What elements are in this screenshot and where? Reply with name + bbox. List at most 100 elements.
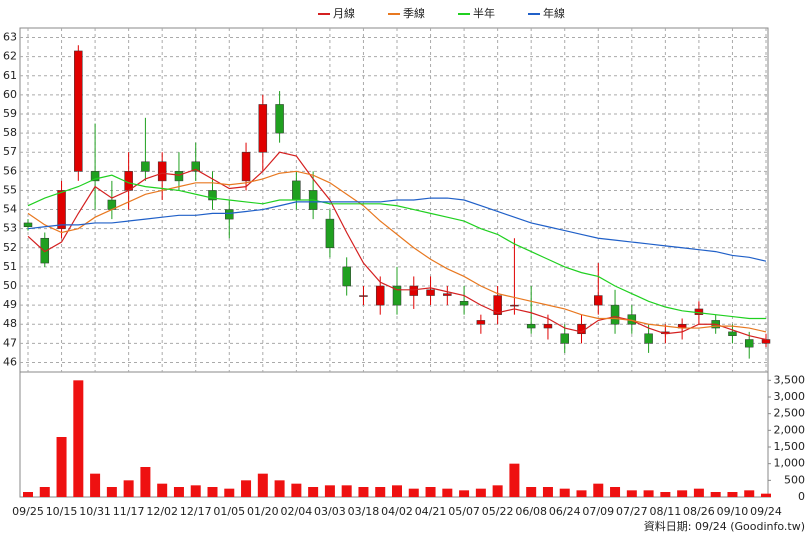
- x-tick-label: 12/17: [180, 505, 212, 518]
- y-tick-label: 57: [3, 145, 17, 158]
- source-note: 資料日期: 09/24 (Goodinfo.tw): [644, 519, 805, 533]
- x-tick-label: 01/05: [213, 505, 245, 518]
- candle-body: [40, 237, 50, 264]
- candle-body: [459, 301, 469, 306]
- candle-body: [594, 295, 603, 306]
- x-tick-label: 07/27: [616, 505, 648, 518]
- candle-body: [191, 161, 200, 172]
- candle-body: [74, 50, 83, 172]
- x-tick-label: 04/21: [415, 505, 447, 518]
- volume-bar: [677, 490, 688, 497]
- volume-bar: [660, 492, 671, 497]
- x-tick-label: 06/24: [549, 505, 581, 518]
- volume-bar: [492, 485, 503, 497]
- volume-bar: [241, 480, 252, 497]
- candle-body: [23, 222, 33, 228]
- candle-body: [258, 104, 268, 153]
- y-tick-label: 47: [3, 336, 17, 349]
- candle-body: [225, 209, 234, 220]
- volume-bar: [291, 483, 302, 497]
- x-tick-label: 01/20: [247, 505, 279, 518]
- volume-bar: [727, 492, 738, 497]
- candle-body: [728, 331, 737, 336]
- y2-tick-label: 2,000: [774, 423, 806, 436]
- candle-body: [560, 333, 569, 344]
- x-tick-label: 09/10: [717, 505, 749, 518]
- legend-label: 年線: [543, 6, 565, 20]
- volume-bar: [392, 485, 402, 497]
- volume-bar: [90, 473, 101, 497]
- volume-bar: [744, 490, 755, 497]
- volume-bar: [358, 487, 369, 497]
- volume-bar: [442, 488, 453, 497]
- x-tick-label: 07/09: [582, 505, 614, 518]
- candle-body: [443, 293, 452, 296]
- y2-tick-label: 2,500: [774, 407, 806, 420]
- volume-bar: [643, 490, 654, 497]
- legend-label: 半年: [473, 6, 495, 20]
- y-tick-label: 63: [3, 31, 17, 44]
- candle-body: [275, 104, 284, 134]
- candle-body: [359, 295, 368, 297]
- volume-bar: [375, 487, 386, 497]
- volume-bar: [224, 488, 235, 497]
- y2-tick-label: 1,000: [774, 457, 806, 470]
- volume-bar: [425, 487, 436, 497]
- y2-tick-label: 1,500: [774, 440, 806, 453]
- candle-body: [57, 190, 66, 229]
- candle-body: [292, 180, 301, 201]
- volume-bar: [207, 487, 218, 497]
- x-tick-label: 04/02: [381, 505, 413, 518]
- volume-bar: [324, 485, 335, 497]
- x-tick-label: 03/03: [314, 505, 346, 518]
- x-tick-label: 08/11: [650, 505, 682, 518]
- volume-bar: [308, 487, 319, 497]
- volume-bar: [56, 437, 67, 497]
- x-tick-label: 10/15: [46, 505, 78, 518]
- volume-bar: [576, 490, 587, 497]
- x-tick-label: 06/08: [515, 505, 547, 518]
- volume-bar: [274, 480, 285, 497]
- moving-average-line: [27, 197, 767, 262]
- volume-bar: [693, 488, 704, 497]
- volume-bar: [475, 488, 486, 497]
- x-tick-label: 09/24: [750, 505, 782, 518]
- volume-bar: [710, 492, 721, 497]
- volume-bar: [542, 487, 553, 497]
- candle-body: [157, 161, 167, 182]
- y-tick-label: 50: [3, 279, 17, 292]
- legend-label: 季線: [403, 6, 425, 20]
- y-tick-label: 52: [3, 241, 17, 254]
- x-tick-label: 05/07: [448, 505, 480, 518]
- candle-body: [543, 323, 553, 329]
- y2-tick-label: 3,000: [774, 390, 806, 403]
- x-tick-label: 12/02: [146, 505, 178, 518]
- x-tick-label: 09/25: [12, 505, 44, 518]
- volume-bar: [526, 487, 537, 497]
- volume-bar: [173, 487, 184, 497]
- candle-body: [90, 171, 100, 182]
- volume-bar: [341, 485, 352, 497]
- candle-body: [342, 266, 351, 287]
- volume-bar: [408, 488, 419, 497]
- candle-body: [744, 339, 754, 348]
- moving-average-line: [27, 151, 767, 341]
- y-tick-label: 51: [3, 260, 17, 273]
- volume-bar: [459, 490, 470, 497]
- volume-bar: [610, 487, 621, 497]
- x-tick-label: 10/31: [79, 505, 111, 518]
- candle-body: [426, 289, 435, 296]
- volume-bar: [157, 483, 168, 497]
- volume-bar: [190, 485, 201, 497]
- candle-body: [526, 323, 536, 329]
- candle-body: [325, 218, 335, 249]
- y-tick-label: 59: [3, 107, 17, 120]
- volume-bar: [761, 493, 771, 497]
- moving-average-line: [27, 174, 766, 320]
- candle-body: [375, 285, 385, 306]
- y-tick-label: 60: [3, 88, 17, 101]
- moving-average-line: [27, 170, 767, 333]
- y-tick-label: 49: [3, 298, 17, 311]
- volume-bar: [106, 487, 117, 497]
